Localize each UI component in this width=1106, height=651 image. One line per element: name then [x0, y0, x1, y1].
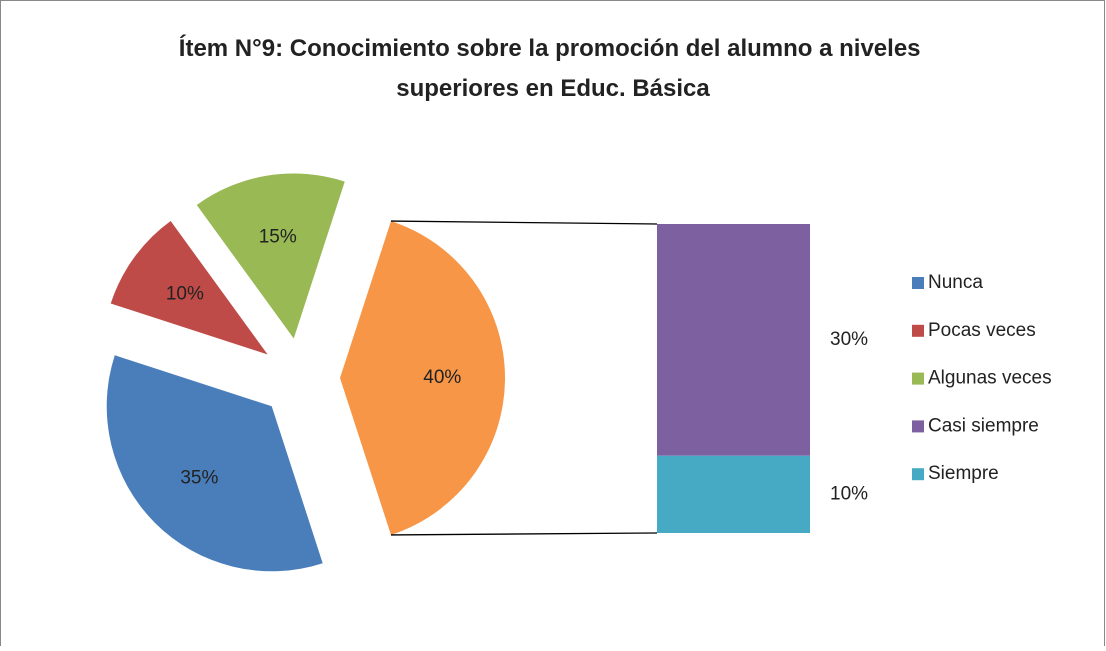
title-line: superiores en Educ. Básica [396, 75, 710, 102]
legend-swatch [912, 420, 924, 433]
legend-swatch [912, 277, 924, 289]
legend-label: Siempre [928, 463, 999, 484]
data-label: 35% [180, 468, 218, 489]
chart-title: Ítem N°9: Conocimiento sobre la promoció… [179, 34, 927, 102]
bar-segment [657, 224, 810, 456]
legend-label: Pocas veces [928, 320, 1036, 341]
legend-label: Casi siempre [928, 415, 1039, 436]
data-label: 40% [423, 367, 461, 388]
data-label: 10% [166, 283, 204, 304]
pie-slice [106, 355, 323, 572]
data-label: 10% [830, 483, 868, 504]
connector [390, 532, 658, 536]
legend-swatch [912, 324, 924, 337]
legend-label: Algunas veces [928, 368, 1052, 389]
pie-slice [340, 221, 505, 535]
data-label: 30% [830, 329, 868, 350]
pie-slice [110, 221, 268, 355]
connector [390, 220, 658, 225]
bar-segment [657, 455, 810, 533]
legend-label: Nunca [928, 272, 983, 293]
legend-swatch [912, 468, 924, 481]
data-label: 15% [259, 226, 297, 247]
title-line: Ítem N°9: Conocimiento sobre la promoció… [179, 34, 921, 62]
legend-swatch [912, 372, 924, 385]
pie-slice [196, 173, 345, 339]
